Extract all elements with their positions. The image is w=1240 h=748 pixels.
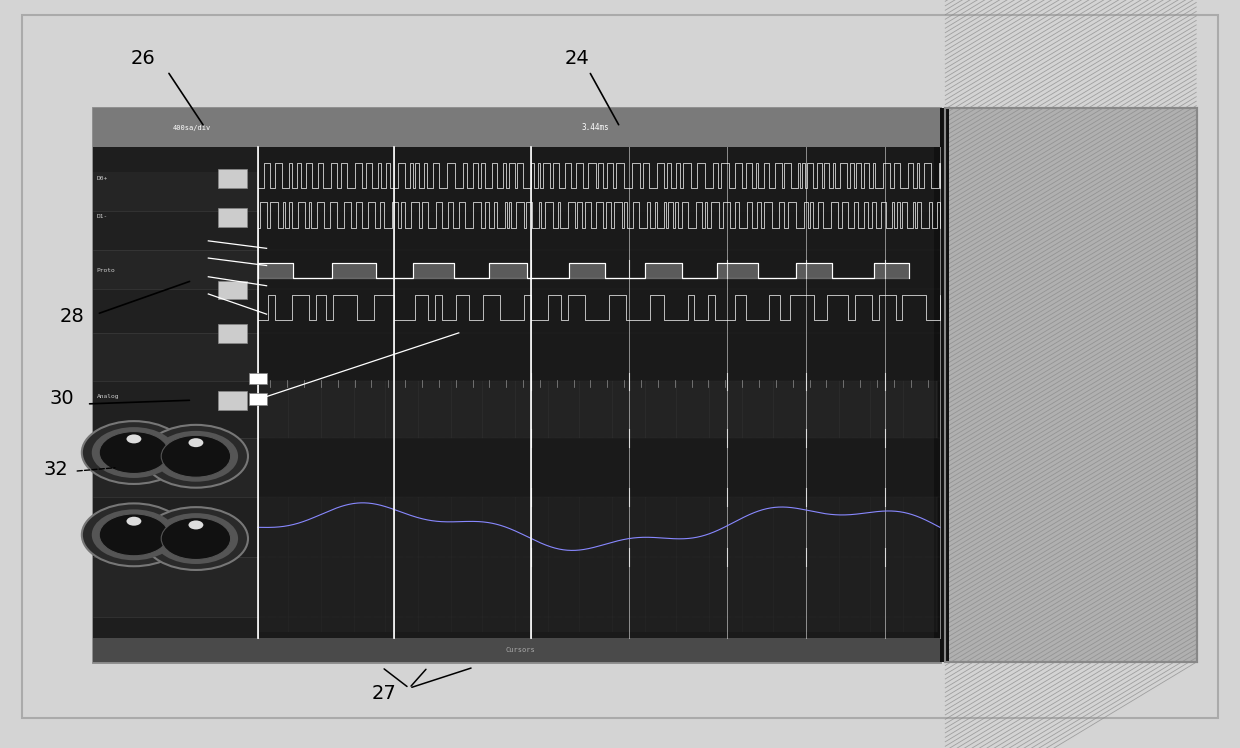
Bar xyxy=(93,250,258,289)
Text: 26: 26 xyxy=(130,49,155,67)
Bar xyxy=(93,289,258,333)
Circle shape xyxy=(144,507,248,570)
Text: 27: 27 xyxy=(372,684,397,703)
Bar xyxy=(93,381,258,438)
Circle shape xyxy=(99,432,169,473)
Circle shape xyxy=(154,431,238,482)
Circle shape xyxy=(161,435,231,477)
Circle shape xyxy=(188,521,203,530)
Circle shape xyxy=(82,503,186,566)
Bar xyxy=(93,172,258,211)
Text: 32: 32 xyxy=(43,460,68,479)
Bar xyxy=(945,108,1197,662)
Bar xyxy=(249,393,267,405)
Circle shape xyxy=(161,518,231,560)
Bar xyxy=(93,438,258,497)
Bar xyxy=(218,169,247,188)
Bar xyxy=(93,211,258,250)
Circle shape xyxy=(126,435,141,444)
Bar xyxy=(93,497,258,557)
Bar xyxy=(93,108,258,662)
Bar xyxy=(934,108,949,662)
Bar xyxy=(93,557,258,617)
Bar xyxy=(249,373,267,384)
Bar xyxy=(218,391,247,410)
Text: 3.44ms: 3.44ms xyxy=(582,123,609,132)
Circle shape xyxy=(92,509,176,560)
Bar xyxy=(218,324,247,343)
Circle shape xyxy=(188,438,203,447)
Bar xyxy=(93,333,258,381)
Text: 30: 30 xyxy=(50,389,74,408)
Bar xyxy=(945,108,1197,662)
Circle shape xyxy=(82,421,186,484)
Bar xyxy=(93,108,940,147)
Text: D0+: D0+ xyxy=(97,176,108,180)
Circle shape xyxy=(92,427,176,478)
Text: 24: 24 xyxy=(564,49,589,67)
Circle shape xyxy=(144,425,248,488)
Bar xyxy=(218,208,247,227)
Text: Analog: Analog xyxy=(97,394,119,399)
Circle shape xyxy=(99,514,169,556)
Text: D1-: D1- xyxy=(97,215,108,219)
Text: 28: 28 xyxy=(60,307,84,325)
Bar xyxy=(93,638,940,662)
Text: Cursors: Cursors xyxy=(506,647,536,653)
Bar xyxy=(218,280,247,299)
Bar xyxy=(93,108,940,662)
Text: Proto: Proto xyxy=(97,269,115,273)
Text: 400sa/div: 400sa/div xyxy=(174,125,211,131)
Circle shape xyxy=(126,517,141,526)
Circle shape xyxy=(154,513,238,564)
